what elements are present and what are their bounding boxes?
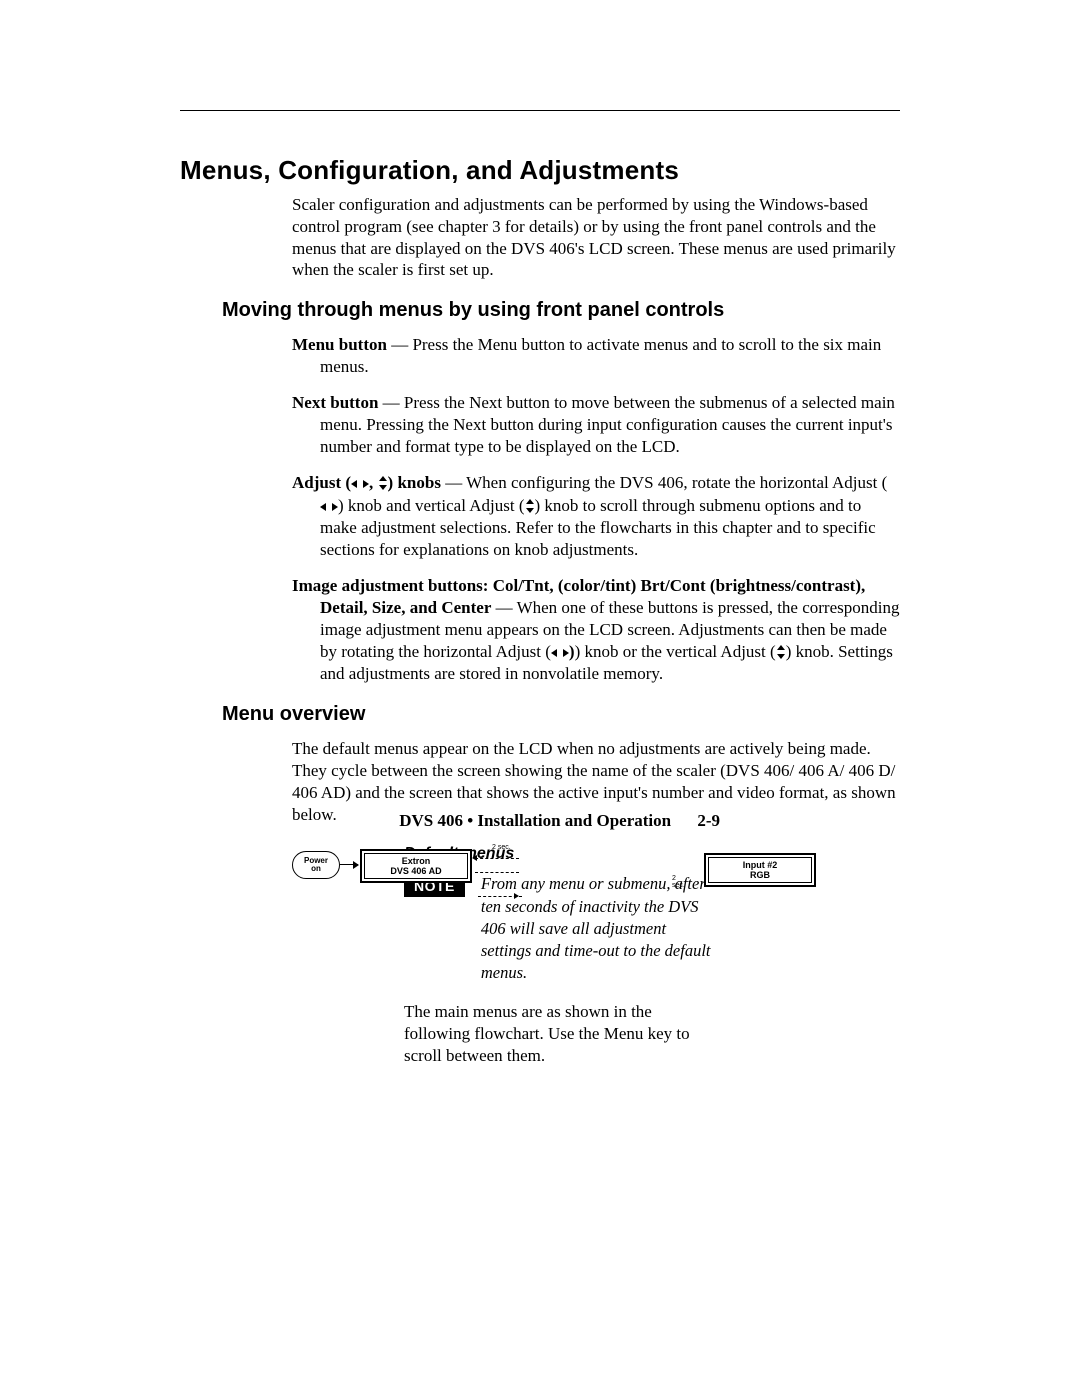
lcd-screen-2: Input #2 RGB (704, 853, 816, 887)
lcd1-line2: DVS 406 AD (362, 866, 470, 876)
vert-knob-icon (378, 476, 388, 490)
term-part: , (369, 473, 378, 492)
content-area: Menus, Configuration, and Adjustments Sc… (180, 155, 900, 891)
top-rule (180, 110, 900, 111)
page-footer: DVS 406 • Installation and Operation 2-9 (399, 811, 720, 831)
horiz-knob-icon (351, 478, 369, 490)
term-part: Adjust ( (292, 473, 351, 492)
lcd2-line2: RGB (706, 870, 814, 880)
term-part: ) knobs (388, 473, 441, 492)
note-block: NOTE From any menu or submenu, after ten… (404, 873, 712, 984)
subsection-overview: Menu overview (222, 703, 900, 726)
lcd2-line1: Input #2 (706, 860, 814, 870)
def-image-buttons: Image adjustment buttons: Col/Tnt, (colo… (292, 575, 900, 685)
horiz-knob-icon (551, 647, 569, 659)
dash: — (441, 473, 466, 492)
vert-knob-icon (776, 645, 786, 659)
horiz-knob-icon (320, 501, 338, 513)
power-line2: on (293, 865, 339, 873)
section-heading: Menus, Configuration, and Adjustments (180, 155, 900, 186)
vert-knob-icon (525, 499, 535, 513)
dash: — (491, 598, 516, 617)
footer-title: DVS 406 • Installation and Operation (399, 811, 671, 830)
note-text: From any menu or submenu, after ten seco… (481, 873, 712, 984)
dash: — (378, 393, 404, 412)
power-on-node: Power on (292, 851, 340, 879)
def-body: ) knob or the vertical Adjust ( (575, 642, 776, 661)
closing-paragraph: The main menus are as shown in the follo… (404, 1001, 712, 1067)
subsection-moving: Moving through menus by using front pane… (222, 299, 900, 322)
def-adjust-knobs: Adjust (, ) knobs — When configuring the… (292, 472, 900, 560)
def-body: When configuring the DVS 406, rotate the… (466, 473, 887, 492)
arrow-icon (340, 864, 358, 865)
dash: — (387, 335, 413, 354)
page: Menus, Configuration, and Adjustments Sc… (0, 0, 1080, 1397)
lcd-screen-1: Extron DVS 406 AD (360, 849, 472, 883)
def-body: ) knob and vertical Adjust ( (338, 496, 525, 515)
menu-cycle-diagram: Power on Extron DVS 406 AD 2 sec. 2 sec.… (292, 845, 712, 885)
def-next-button: Next button — Press the Next button to m… (292, 392, 900, 458)
cycle-arrows: 2 sec. Input #2 RGB (472, 849, 522, 879)
page-number: 2-9 (697, 811, 720, 830)
def-menu-button: Menu button — Press the Menu button to a… (292, 334, 900, 378)
term-label: Menu button (292, 335, 387, 354)
term-label: Next button (292, 393, 378, 412)
def-body: Press the Next button to move between th… (320, 393, 895, 456)
delay-label: 2 sec. (672, 875, 685, 889)
intro-paragraph: Scaler configuration and adjustments can… (292, 194, 900, 281)
lcd1-line1: Extron (362, 856, 470, 866)
